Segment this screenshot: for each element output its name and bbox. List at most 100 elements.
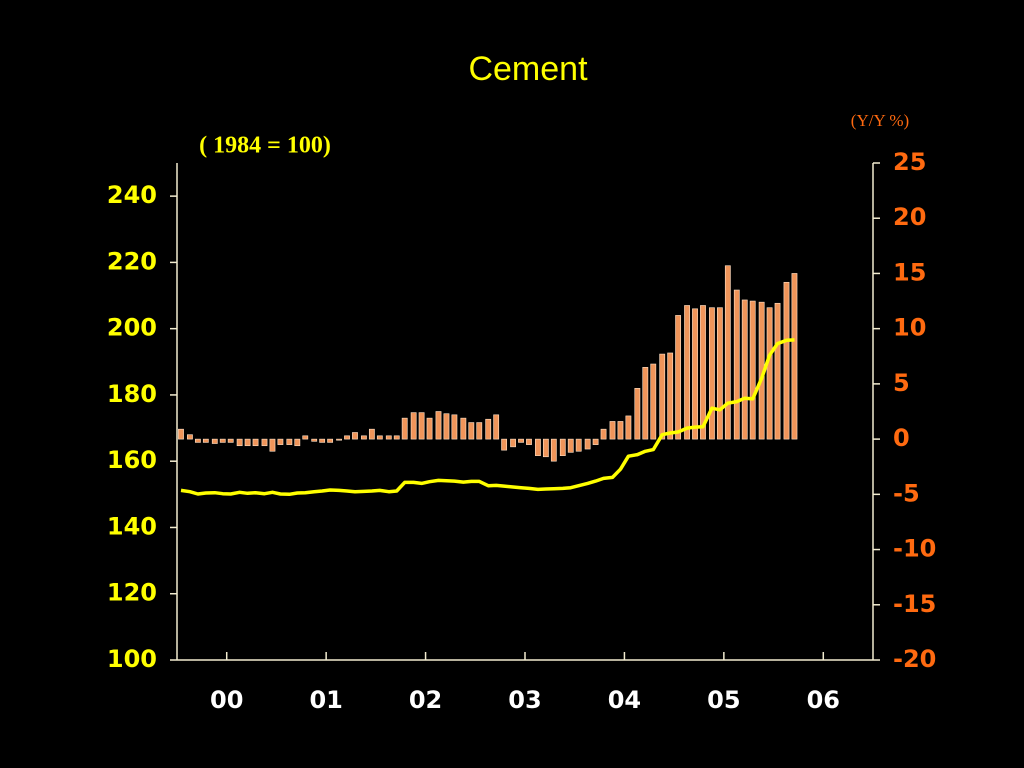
bar [443,413,450,440]
y2-tick-label: 10 [893,314,926,342]
bar [277,438,284,445]
y-tick-label: 100 [107,645,157,673]
bar [642,367,649,440]
bar [468,422,475,440]
bar [584,438,591,450]
bar [501,438,508,451]
x-tick-label: 02 [409,686,442,714]
bar [766,307,773,440]
bar [261,438,268,447]
bar [493,414,500,440]
bar [650,363,657,440]
bar [435,411,442,440]
y2-tick-label: 15 [893,258,926,286]
bar [219,438,226,443]
bar [791,273,798,440]
y-axis-label: ( 1984 = 100) [199,133,331,159]
chart-title: Cement [468,50,588,88]
bar [550,438,557,462]
bar [311,438,318,442]
line [180,338,795,497]
bar [535,438,541,456]
bar [692,308,698,440]
x-tick-label: 03 [508,686,541,714]
bar [510,438,516,448]
y2-tick-label: 20 [893,203,926,231]
bar [236,438,243,447]
bar [733,289,740,440]
bar [634,388,641,440]
y2-tick-label: -15 [893,590,936,618]
bar [609,421,616,440]
bar [187,434,193,440]
bar [327,438,334,443]
bar [709,307,715,440]
bar [575,438,582,452]
bar [319,438,326,443]
bar [724,265,731,440]
bar [749,300,756,440]
y2-tick-label: -20 [893,645,936,673]
bar [659,353,666,440]
bar [194,438,201,443]
bar [741,299,748,440]
bar [485,418,492,440]
bar [410,412,417,440]
y-tick-label: 160 [107,446,157,474]
bar [178,428,184,440]
y2-tick-label: 0 [893,424,910,452]
bar [385,435,392,440]
bar [783,281,790,440]
bar [401,417,408,440]
bar [700,305,706,440]
bar [336,438,342,441]
bar [361,435,367,440]
y2-axis-label: (Y/Y %) [851,111,909,130]
bar [684,305,690,440]
bar [518,438,524,443]
y-tick-label: 240 [107,181,157,209]
y2-tick-label: 25 [893,148,926,176]
y-tick-label: 120 [107,579,157,607]
bar [451,414,458,440]
y-tick-label: 140 [107,512,157,540]
bar [559,438,566,456]
bar [625,415,632,440]
bar [526,438,532,445]
x-tick-label: 05 [707,686,740,714]
bar [600,428,607,440]
bar [460,417,467,440]
bar [418,412,425,440]
bar [252,438,259,447]
bar [476,422,483,440]
y2-tick-label: -5 [893,479,920,507]
bar [352,432,358,440]
bar [368,428,375,440]
bar [244,438,251,447]
bar [716,307,723,440]
x-tick-label: 01 [309,686,342,714]
bar [211,438,218,444]
bar [774,302,781,440]
y2-tick-label: 5 [893,369,910,397]
bar [542,438,549,458]
x-tick-label: 00 [210,686,243,714]
bar [426,417,433,440]
bar [269,438,276,452]
x-tick-label: 06 [807,686,840,714]
bar [567,438,574,453]
bar [302,435,309,440]
bar [675,315,682,440]
bar [294,438,301,447]
y-tick-label: 180 [107,380,157,408]
bar [202,438,209,443]
y-tick-label: 220 [107,247,157,275]
y2-tick-label: -10 [893,535,936,563]
bar [286,438,293,445]
bar [227,438,234,443]
bar [376,435,383,440]
bar [617,421,624,440]
y-tick-label: 200 [107,314,157,342]
